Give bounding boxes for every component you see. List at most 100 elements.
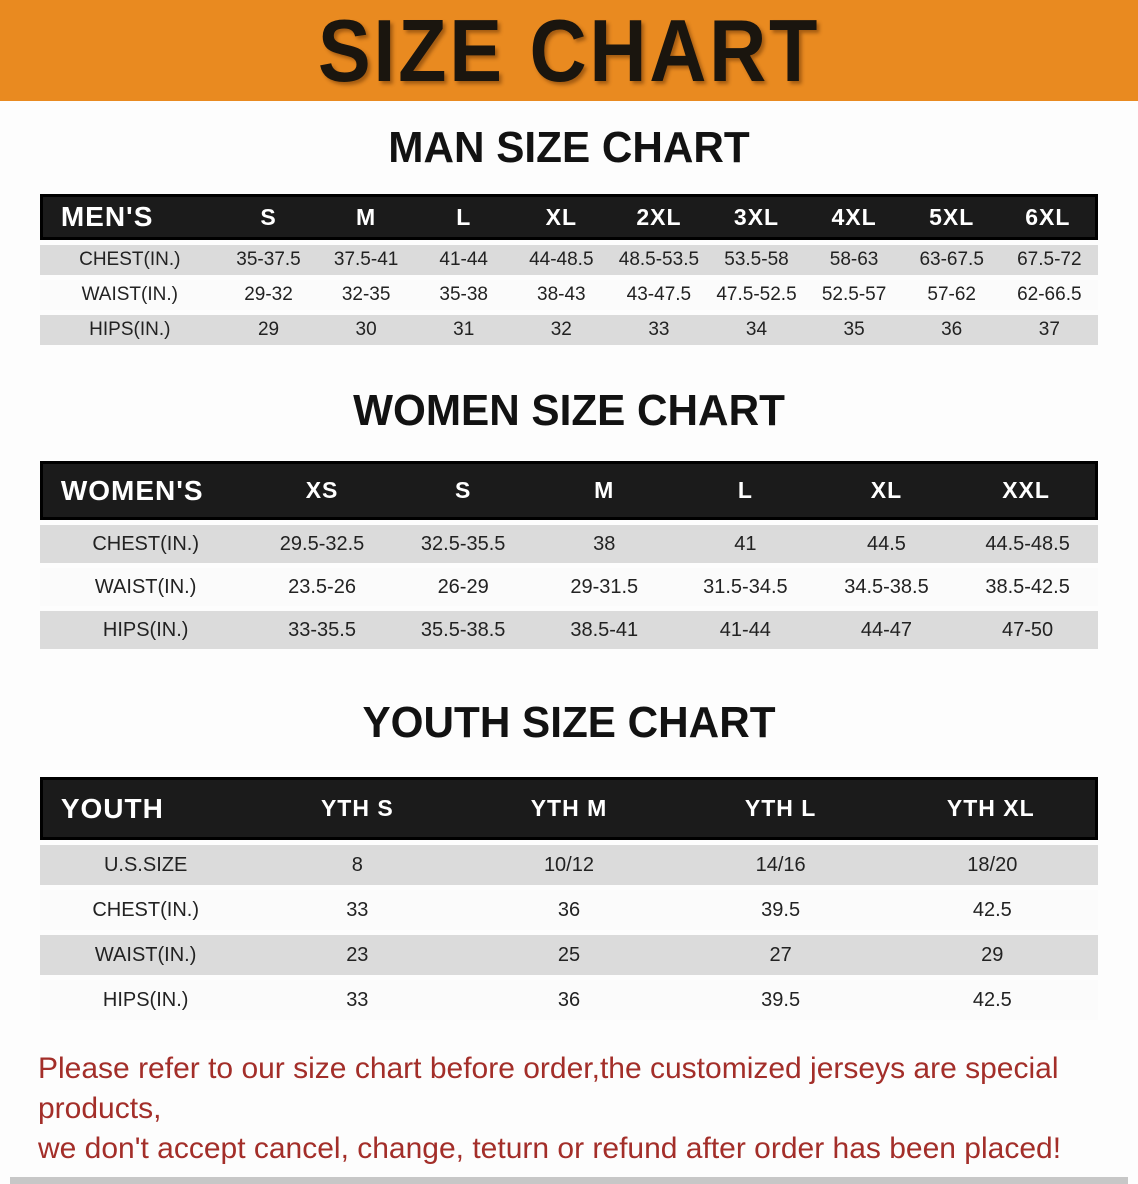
disclaimer: Please refer to our size chart before or…: [38, 1049, 1100, 1169]
value-cell: 29: [886, 935, 1099, 975]
value-cell: 26-29: [392, 568, 534, 606]
table-row: CHEST(IN.) 29.5-32.5 32.5-35.5 38 41 44.5 44.5…: [39, 525, 1099, 563]
row-label-cell: WAIST(IN.): [39, 280, 220, 310]
value-cell: 31: [414, 315, 513, 345]
value-cell: 42.5: [886, 890, 1099, 930]
value-cell: 10/12: [463, 845, 675, 885]
size-column-header: S: [392, 461, 534, 520]
table-body: CHEST(IN.) 29.5-32.5 32.5-35.5 38 41 44.5 44.5…: [39, 525, 1099, 649]
size-table: YOUTH YTH S YTH M YTH L YTH XL U.S.SIZE 8 10/12…: [39, 772, 1099, 1025]
row-label-cell: HIPS(IN.): [39, 315, 220, 345]
value-cell: 36: [902, 315, 1001, 345]
value-cell: 52.5-57: [805, 280, 903, 310]
value-cell: 18/20: [886, 845, 1099, 885]
value-cell: 30: [317, 315, 415, 345]
row-label-cell: CHEST(IN.): [39, 525, 252, 563]
value-cell: 34.5-38.5: [815, 568, 958, 606]
size-column-header: S: [219, 194, 318, 240]
value-cell: 8: [251, 845, 464, 885]
value-cell: 36: [463, 980, 675, 1020]
size-column-header: YTH XL: [886, 777, 1099, 840]
value-cell: 33-35.5: [251, 611, 393, 649]
size-section: YOUTH SIZE CHART YOUTH YTH S YTH M YTH L YTH …: [0, 698, 1138, 1025]
value-cell: 38.5-42.5: [957, 568, 1099, 606]
table-row: HIPS(IN.) 33-35.5 35.5-38.5 38.5-41 41-44 44-…: [39, 611, 1099, 649]
row-label-cell: CHEST(IN.): [39, 245, 220, 275]
table-row: HIPS(IN.) 29 30 31 32 33 34 35 36 37: [39, 315, 1099, 345]
value-cell: 29-31.5: [533, 568, 675, 606]
value-cell: 38: [533, 525, 675, 563]
value-cell: 39.5: [674, 890, 887, 930]
row-label-cell: HIPS(IN.): [39, 980, 252, 1020]
section-title: WOMEN SIZE CHART: [353, 386, 785, 435]
size-column-header: 5XL: [902, 194, 1001, 240]
value-cell: 27: [674, 935, 887, 975]
value-cell: 33: [251, 980, 464, 1020]
size-column-header: 2XL: [610, 194, 708, 240]
table-header: MEN'S S M L XL 2XL 3XL 4XL 5XL 6XL: [39, 194, 1099, 240]
table-body: U.S.SIZE 8 10/12 14/16 18/20 CHEST(IN.) 33 36 39…: [39, 845, 1099, 1020]
value-cell: 31.5-34.5: [674, 568, 816, 606]
table-header-row: MEN'S S M L XL 2XL 3XL 4XL 5XL 6XL: [39, 194, 1099, 240]
table-corner-label: YOUTH: [39, 777, 252, 840]
size-column-header: XL: [815, 461, 958, 520]
value-cell: 38-43: [512, 280, 611, 310]
size-table: MEN'S S M L XL 2XL 3XL 4XL 5XL 6XL CHEST(IN.) 35-37…: [39, 189, 1099, 350]
value-cell: 41-44: [674, 611, 816, 649]
value-cell: 44-48.5: [512, 245, 611, 275]
size-column-header: L: [414, 194, 513, 240]
value-cell: 29: [219, 315, 318, 345]
section-title: MAN SIZE CHART: [388, 123, 750, 172]
value-cell: 43-47.5: [610, 280, 708, 310]
table-header: YOUTH YTH S YTH M YTH L YTH XL: [39, 777, 1099, 840]
value-cell: 63-67.5: [902, 245, 1001, 275]
value-cell: 53.5-58: [707, 245, 806, 275]
value-cell: 42.5: [886, 980, 1099, 1020]
value-cell: 29.5-32.5: [251, 525, 393, 563]
row-label-cell: CHEST(IN.): [39, 890, 252, 930]
section-title: YOUTH SIZE CHART: [362, 698, 776, 747]
value-cell: 35: [805, 315, 903, 345]
value-cell: 33: [610, 315, 708, 345]
table-row: CHEST(IN.) 33 36 39.5 42.5: [39, 890, 1099, 930]
value-cell: 35-38: [414, 280, 513, 310]
value-cell: 14/16: [674, 845, 887, 885]
size-column-header: M: [317, 194, 415, 240]
table-header-row: WOMEN'S XS S M L XL XXL: [39, 461, 1099, 520]
table-body: CHEST(IN.) 35-37.5 37.5-41 41-44 44-48.5 48.5…: [39, 245, 1099, 345]
table-row: WAIST(IN.) 23 25 27 29: [39, 935, 1099, 975]
value-cell: 39.5: [674, 980, 887, 1020]
size-column-header: 4XL: [805, 194, 903, 240]
value-cell: 38.5-41: [533, 611, 675, 649]
value-cell: 44.5: [815, 525, 958, 563]
value-cell: 47-50: [957, 611, 1099, 649]
size-column-header: M: [533, 461, 675, 520]
value-cell: 23: [251, 935, 464, 975]
value-cell: 34: [707, 315, 806, 345]
value-cell: 35.5-38.5: [392, 611, 534, 649]
size-column-header: YTH M: [463, 777, 675, 840]
table-row: U.S.SIZE 8 10/12 14/16 18/20: [39, 845, 1099, 885]
disclaimer-line-2: we don't accept cancel, change, teturn o…: [38, 1132, 1062, 1165]
size-column-header: YTH L: [674, 777, 887, 840]
table-corner-label: MEN'S: [39, 194, 220, 240]
value-cell: 48.5-53.5: [610, 245, 708, 275]
disclaimer-line-1: Please refer to our size chart before or…: [38, 1052, 1059, 1125]
value-cell: 32: [512, 315, 611, 345]
value-cell: 33: [251, 890, 464, 930]
value-cell: 41: [674, 525, 816, 563]
value-cell: 36: [463, 890, 675, 930]
value-cell: 32-35: [317, 280, 415, 310]
banner: SIZE CHART: [0, 0, 1138, 101]
value-cell: 35-37.5: [219, 245, 318, 275]
table-header-row: YOUTH YTH S YTH M YTH L YTH XL: [39, 777, 1099, 840]
size-table: WOMEN'S XS S M L XL XXL CHEST(IN.) 29.5-32.5 32.5…: [39, 456, 1099, 654]
value-cell: 44-47: [815, 611, 958, 649]
value-cell: 62-66.5: [1000, 280, 1099, 310]
value-cell: 58-63: [805, 245, 903, 275]
row-label-cell: WAIST(IN.): [39, 935, 252, 975]
value-cell: 32.5-35.5: [392, 525, 534, 563]
table-row: HIPS(IN.) 33 36 39.5 42.5: [39, 980, 1099, 1020]
table-row: CHEST(IN.) 35-37.5 37.5-41 41-44 44-48.5 48.5…: [39, 245, 1099, 275]
size-section: WOMEN SIZE CHART WOMEN'S XS S M L XL XXL CHEST(I…: [0, 386, 1138, 654]
